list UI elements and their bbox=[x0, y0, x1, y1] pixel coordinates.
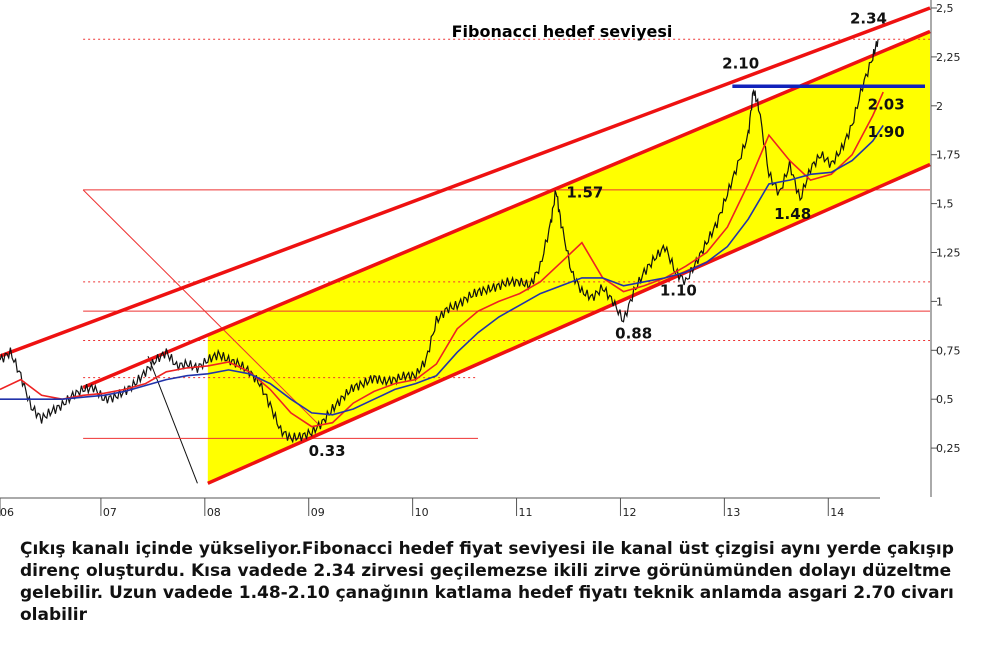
value-annotation: 2.10 bbox=[722, 55, 759, 73]
x-tick-label: 13 bbox=[726, 506, 740, 519]
x-tick-label: 08 bbox=[207, 506, 221, 519]
x-tick-label: 09 bbox=[311, 506, 325, 519]
value-annotation: 0.88 bbox=[615, 325, 652, 343]
value-annotation: 1.48 bbox=[774, 205, 811, 223]
y-tick-label: 0,75 bbox=[936, 344, 961, 357]
y-tick-label: 1,25 bbox=[936, 247, 961, 260]
x-tick-label: 11 bbox=[519, 506, 533, 519]
value-annotation: 1.10 bbox=[660, 282, 697, 300]
chart-svg: 2,5 2,25 2 1,75 1,5 1,25 1 0,75 0,5 0,25 06 07 08 09 1… bbox=[0, 0, 961, 519]
chart: 2,5 2,25 2 1,75 1,5 1,25 1 0,75 0,5 0,25 06 07 08 09 1… bbox=[0, 0, 961, 519]
fib-diagonal-line bbox=[82, 189, 318, 424]
channel-lower-line bbox=[207, 162, 931, 485]
x-tick-label: 10 bbox=[415, 506, 429, 519]
y-tick-label: 0,25 bbox=[936, 442, 961, 455]
value-annotation: 0.33 bbox=[309, 442, 346, 460]
y-tick-label: 1,75 bbox=[936, 149, 961, 162]
channel-middle-line bbox=[82, 29, 931, 390]
value-annotation: 2.03 bbox=[868, 96, 905, 114]
x-tick-label: 12 bbox=[622, 506, 636, 519]
x-tick-label: 14 bbox=[830, 506, 844, 519]
y-tick-label: 2 bbox=[936, 100, 943, 113]
value-annotation: 1.90 bbox=[868, 123, 905, 141]
moving-average-line bbox=[0, 91, 884, 428]
y-tick-label: 2,25 bbox=[936, 51, 961, 64]
channel-upper-line bbox=[0, 6, 931, 358]
value-annotation: 2.34 bbox=[850, 10, 887, 28]
x-tick-label: 07 bbox=[103, 506, 117, 519]
price-series-line bbox=[0, 39, 879, 444]
y-tick-label: 1 bbox=[936, 295, 943, 308]
moving-average-line bbox=[0, 124, 884, 416]
y-tick-label: 0,5 bbox=[936, 393, 954, 406]
y-tick-label: 2,5 bbox=[936, 2, 954, 15]
value-annotation: 1.57 bbox=[566, 184, 603, 202]
y-tick-label: 1,5 bbox=[936, 198, 954, 211]
x-tick-label: 06 bbox=[0, 506, 14, 519]
chart-title: Fibonacci hedef seviyesi bbox=[452, 22, 673, 41]
chart-commentary: Çıkış kanalı içinde yükseliyor.Fibonacci… bbox=[20, 539, 954, 625]
